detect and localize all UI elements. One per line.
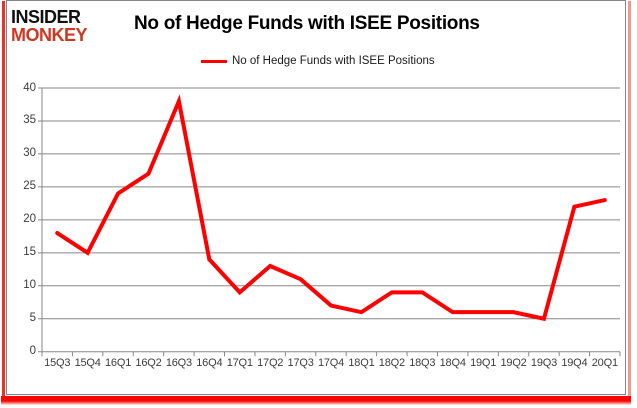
hedge-fund-series-line	[55, 94, 607, 322]
y-axis-tick-label-30: 30	[23, 147, 36, 160]
y-axis-tick-label-40: 40	[23, 81, 36, 94]
x-axis-tick-label-19Q4: 19Q4	[561, 357, 588, 369]
y-axis-tick-label-0: 0	[29, 345, 36, 358]
x-axis-tick-label-17Q3: 17Q3	[287, 357, 314, 369]
legend-label: No of Hedge Funds with ISEE Positions	[232, 55, 435, 67]
red-accent-bottom	[1, 396, 631, 405]
x-axis-tick-label-19Q1: 19Q1	[470, 357, 497, 369]
x-axis-tick-label-16Q1: 16Q1	[105, 357, 132, 369]
x-axis-tick-label-16Q4: 16Q4	[196, 357, 223, 369]
x-axis-labels: 15Q3 15Q4 16Q1 16Q2 16Q3 16Q4 17Q1 17Q2 17Q3 17Q4…	[42, 357, 620, 369]
x-axis-tick-label-17Q1: 17Q1	[226, 357, 253, 369]
x-axis-tick-label-16Q3: 16Q3	[165, 357, 192, 369]
y-axis-tick-label-35: 35	[23, 114, 36, 127]
x-axis-tick-label-15Q4: 15Q4	[74, 357, 101, 369]
red-accent-left	[2, 1, 5, 398]
x-axis-tick-label-19Q2: 19Q2	[500, 357, 527, 369]
x-axis-tick-label-16Q2: 16Q2	[135, 357, 162, 369]
x-axis-tick-label-18Q2: 18Q2	[378, 357, 405, 369]
x-axis-tick-label-17Q2: 17Q2	[257, 357, 284, 369]
y-axis-tick-label-10: 10	[23, 279, 36, 292]
x-axis-tick-label-18Q3: 18Q3	[409, 357, 436, 369]
x-axis-tick-label-15Q3: 15Q3	[44, 357, 71, 369]
y-axis-tick-label-15: 15	[23, 246, 36, 259]
x-axis-tick-label-18Q1: 18Q1	[348, 357, 375, 369]
chart-title: No of Hedge Funds with ISEE Positions	[134, 13, 480, 34]
logo-text-insider: INSIDER	[11, 7, 81, 27]
insider-monkey-logo: INSIDER MONKEY	[11, 7, 88, 45]
red-accent-right	[628, 1, 631, 398]
x-axis-tick-label-20Q1: 20Q1	[591, 357, 618, 369]
logo-text-monkey: MONKEY	[11, 24, 88, 45]
x-axis-tick-label-18Q4: 18Q4	[439, 357, 466, 369]
y-axis-tick-label-5: 5	[29, 312, 36, 325]
y-axis-tick-label-20: 20	[23, 213, 36, 226]
x-axis-tick-label-17Q4: 17Q4	[317, 357, 345, 369]
legend: No of Hedge Funds with ISEE Positions	[201, 55, 435, 67]
legend-line-marker	[201, 59, 227, 63]
y-axis-tick-label-25: 25	[23, 180, 36, 193]
x-axis-tick-label-19Q3: 19Q3	[530, 357, 558, 369]
